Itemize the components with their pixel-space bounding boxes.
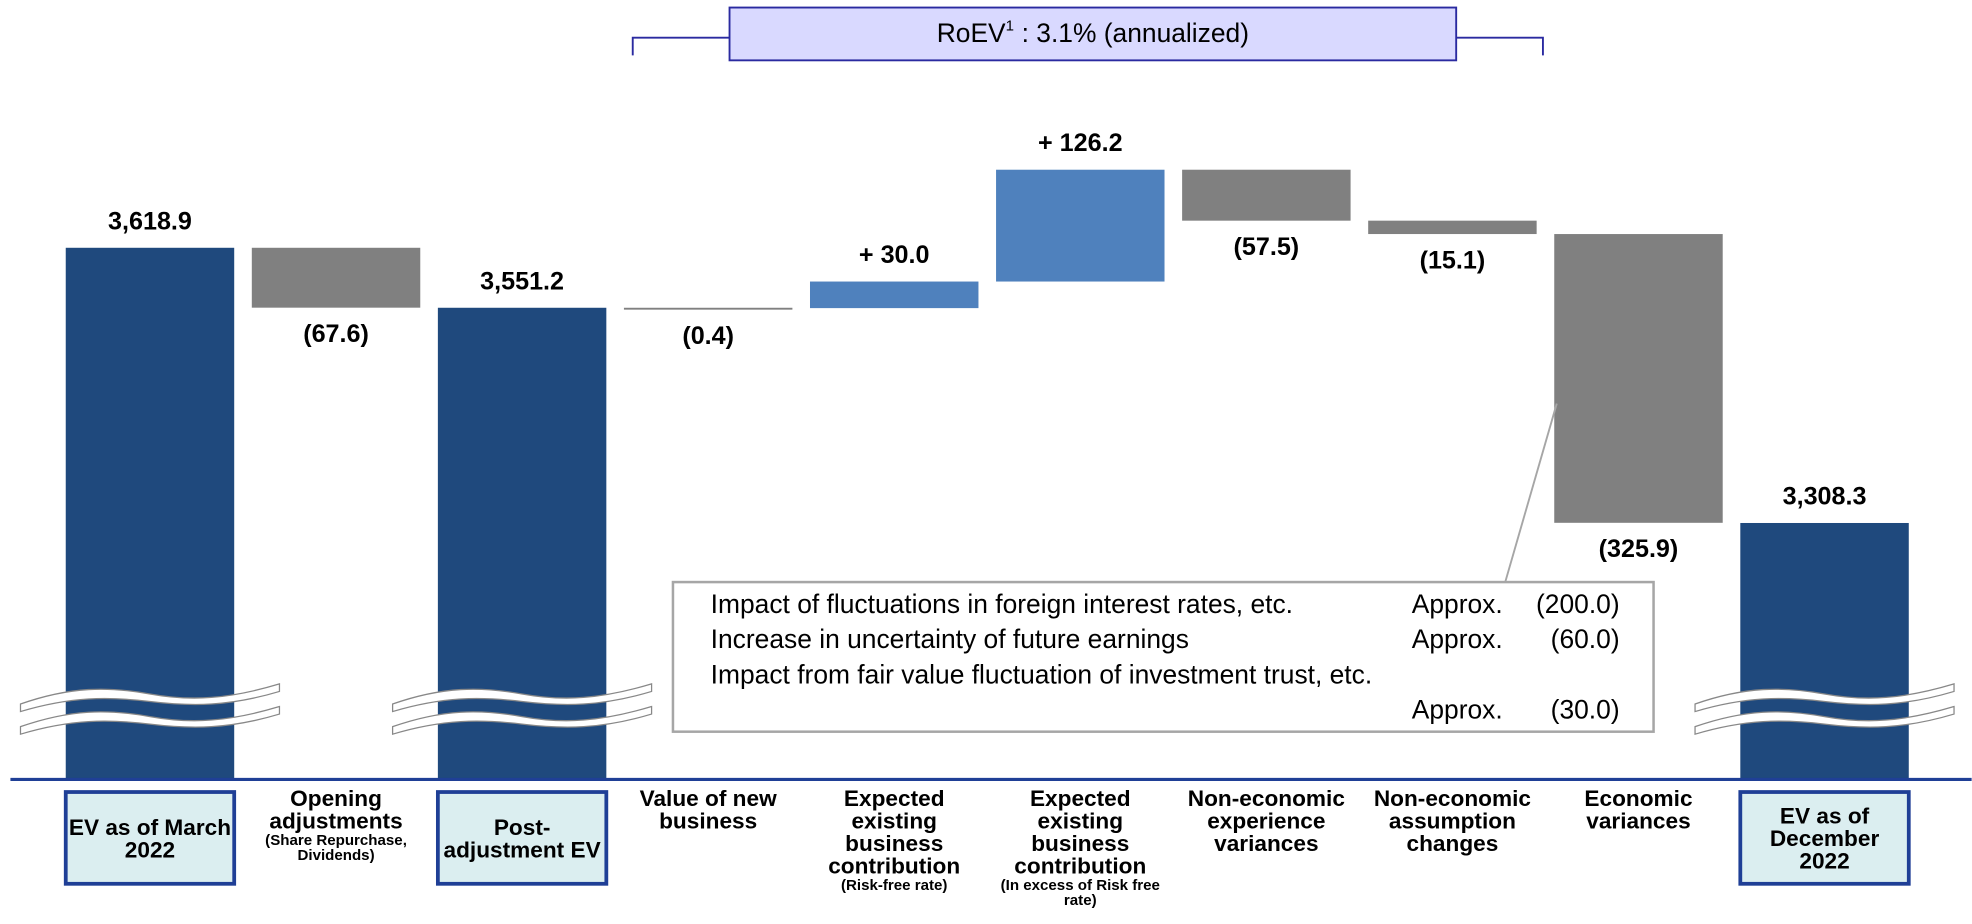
decrease-bar bbox=[623, 307, 793, 310]
category-text: Post-adjustment EV bbox=[443, 814, 601, 862]
annotation-amount: (200.0) bbox=[1536, 589, 1620, 619]
category-label: Value of new business bbox=[615, 787, 801, 919]
category-text: EV as of December 2022 bbox=[1769, 802, 1880, 874]
category-text: Non-economic experience variances bbox=[1187, 786, 1345, 857]
category-label: Opening adjustments (Share Repurchase, Di… bbox=[243, 787, 429, 919]
increase-bar bbox=[809, 281, 979, 309]
category-text: Non-economic assumption changes bbox=[1373, 786, 1531, 857]
roev-value: : 3.1% (annualized) bbox=[1022, 18, 1249, 48]
category-label: Economic variances bbox=[1545, 787, 1731, 919]
value-label: 3,308.3 bbox=[1783, 482, 1867, 510]
category-box bbox=[435, 790, 609, 886]
annotation-amount: (30.0) bbox=[1551, 695, 1620, 725]
total-bar bbox=[437, 307, 607, 780]
category-label: Post-adjustment EV bbox=[429, 792, 615, 884]
category-label: Non-economic experience variances bbox=[1173, 787, 1359, 919]
axis-break bbox=[19, 683, 281, 713]
decrease-bar bbox=[251, 247, 421, 308]
category-label: Expected existing business contribution(… bbox=[801, 787, 987, 919]
value-label: (67.6) bbox=[303, 320, 369, 348]
category-label-box: EV as of March 2022 bbox=[57, 792, 243, 884]
annotation-box bbox=[671, 580, 1655, 733]
decrease-bar bbox=[1554, 234, 1723, 523]
category-label: Expected existing business contribution(… bbox=[987, 787, 1173, 919]
value-label: (325.9) bbox=[1599, 535, 1679, 563]
category-text: Expected existing business contribution bbox=[828, 786, 961, 879]
annotation-approx: Approx. bbox=[1412, 624, 1503, 654]
value-label: + 126.2 bbox=[1038, 129, 1123, 157]
annotation-amount: (60.0) bbox=[1551, 624, 1620, 654]
roev-sup: 1 bbox=[1006, 17, 1014, 34]
category-label-box: Expected existing business contribution(… bbox=[801, 787, 987, 919]
value-label: 3,551.2 bbox=[480, 267, 564, 295]
category-text: Economic variances bbox=[1584, 786, 1693, 834]
category-box bbox=[1738, 790, 1911, 886]
axis-break bbox=[1694, 705, 1955, 736]
value-label: 3,618.9 bbox=[108, 207, 192, 235]
annotation-approx: Approx. bbox=[1412, 589, 1503, 619]
annotation-text: Impact from fair value fluctuation of in… bbox=[711, 659, 1373, 689]
category-label-box: Non-economic experience variances bbox=[1173, 787, 1359, 919]
category-label: EV as of December 2022 bbox=[1732, 792, 1918, 884]
roev-box bbox=[728, 6, 1458, 62]
category-label: EV as of March 2022 bbox=[57, 792, 243, 884]
value-label: (0.4) bbox=[682, 322, 734, 350]
category-text: EV as of March 2022 bbox=[68, 814, 232, 862]
value-label: + 30.0 bbox=[859, 241, 930, 269]
axis-break bbox=[391, 705, 653, 736]
annotation-approx: Approx. bbox=[1412, 695, 1503, 725]
category-note: (Share Repurchase, Dividends) bbox=[265, 830, 407, 864]
category-text: Opening adjustments bbox=[269, 786, 403, 834]
category-label-box: Expected existing business contribution(… bbox=[987, 787, 1173, 919]
roev-text: RoEV1 : 3.1% (annualized) bbox=[937, 17, 1249, 48]
total-bar bbox=[1740, 522, 1909, 780]
category-label-box: Value of new business bbox=[615, 787, 801, 919]
axis-break bbox=[391, 683, 653, 713]
category-note: (Risk-free rate) bbox=[840, 876, 948, 894]
annotation-text: Impact of fluctuations in foreign intere… bbox=[711, 589, 1293, 619]
category-label: Non-economic assumption changes bbox=[1359, 787, 1545, 919]
category-note: (In excess of Risk free rate) bbox=[1000, 876, 1160, 909]
axis-break bbox=[1694, 683, 1955, 713]
roev-bracket bbox=[631, 36, 1544, 56]
increase-bar bbox=[996, 169, 1165, 282]
annotation-leader bbox=[1504, 403, 1558, 583]
category-label-box: EV as of December 2022 bbox=[1732, 792, 1918, 884]
category-label-box: Opening adjustments(Share Repurchase, Di… bbox=[243, 787, 429, 919]
roev-label: RoEV bbox=[937, 18, 1006, 48]
value-label: (15.1) bbox=[1420, 246, 1486, 274]
category-label-box: Economic variances bbox=[1545, 787, 1731, 919]
axis-break bbox=[19, 705, 281, 736]
decrease-bar bbox=[1368, 220, 1537, 235]
decrease-bar bbox=[1182, 169, 1351, 221]
annotation-text: Increase in uncertainty of future earnin… bbox=[711, 624, 1189, 654]
category-label-box: Non-economic assumption changes bbox=[1359, 787, 1545, 919]
category-text: Expected existing business contribution bbox=[1014, 786, 1147, 879]
category-text: Value of new business bbox=[639, 786, 777, 834]
value-label: (57.5) bbox=[1234, 233, 1300, 261]
category-box bbox=[63, 790, 237, 886]
category-label-box: Post-adjustment EV bbox=[429, 792, 615, 884]
